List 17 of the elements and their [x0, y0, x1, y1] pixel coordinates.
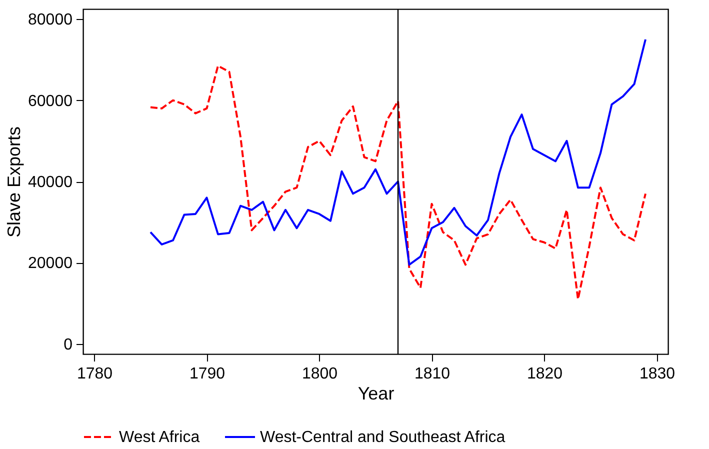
legend-label: West-Central and Southeast Africa [260, 429, 506, 446]
x-axis-title: Year [358, 384, 394, 404]
y-tick-label: 40000 [28, 174, 73, 191]
line-series [150, 38, 646, 266]
x-tick-label: 1780 [76, 366, 113, 382]
y-tick-label: 80000 [28, 12, 73, 29]
y-axis-title: Slave Exports [4, 126, 24, 238]
x-tick-label: 1830 [639, 366, 676, 382]
legend-label: West Africa [119, 429, 200, 446]
line-series [150, 64, 646, 300]
x-tick-label: 1820 [526, 366, 563, 382]
y-tick-label: 0 [64, 336, 73, 354]
x-tick-label: 1790 [189, 366, 226, 382]
x-tick-label: 1800 [302, 366, 338, 382]
y-tick-label: 60000 [28, 92, 73, 110]
x-tick-label: 1810 [414, 366, 450, 382]
y-tick-label: 20000 [28, 255, 73, 272]
